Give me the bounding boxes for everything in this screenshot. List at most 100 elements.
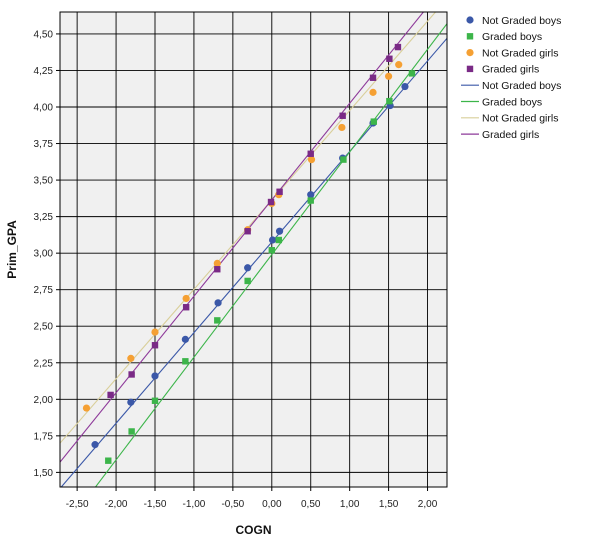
x-tick-label: 2,00 [418,499,438,510]
data-point [151,328,159,336]
legend-label: Not Graded girls [482,47,558,59]
data-point [82,404,91,412]
y-tick-label: 1,75 [34,431,54,442]
data-point [268,236,277,244]
data-point [395,61,403,69]
fit-line-graded-boys [94,23,447,487]
data-point [408,70,416,77]
x-axis-title: COGN [236,523,272,537]
data-point [182,358,189,365]
x-tick-label: -2,50 [66,499,89,510]
legend-square-swatch [466,65,474,73]
data-point [128,428,135,435]
data-point [151,397,159,404]
data-point [127,398,135,406]
legend-label: Not Graded boys [482,80,561,92]
y-tick-label: 4,25 [34,66,54,77]
fit-lines [60,12,447,487]
data-point [340,156,347,163]
data-point [214,317,221,324]
legend-label: Not Graded boys [482,15,561,27]
y-axis-ticks: 1,50 1,75 2,00 2,25 2,50 2,75 3,00 3,25 3,50 3,75… [34,29,60,479]
data-point [91,441,99,449]
data-point [307,191,315,199]
y-tick-label: 4,50 [34,29,54,40]
data-point [386,97,393,105]
data-point [267,198,275,206]
legend-circle-swatch [466,49,474,57]
data-point [307,150,314,157]
x-tick-label: -1,00 [183,499,206,510]
legend-label: Graded boys [482,31,542,43]
x-tick-label: -2,00 [105,499,128,510]
data-point [128,371,135,378]
y-tick-label: 3,50 [34,176,54,187]
data-points [82,43,416,464]
x-tick-label: 1,50 [379,499,399,510]
y-tick-label: 2,25 [34,358,54,369]
legend-label: Graded girls [482,129,539,141]
data-point [307,197,314,204]
y-axis-title: Prim_GPA [5,220,19,279]
fit-line-not-graded-girls [60,12,437,444]
data-point [182,294,190,303]
legend: Not Graded boys Graded boys Not Graded gir… [461,15,561,141]
legend-item: Not Graded girls [461,113,558,125]
legend-circle-swatch [466,16,474,24]
data-point [151,342,159,349]
data-point [370,118,378,125]
x-tick-label: 0,50 [301,499,321,510]
plot-area [60,12,447,487]
data-point [339,112,346,119]
series-graded-boys [105,70,416,464]
plot-frame [59,11,448,488]
legend-label: Graded girls [482,64,539,76]
data-point [401,82,409,91]
data-point [151,372,159,380]
legend-item: Graded boys [466,31,542,43]
legend-item: Not Graded boys [461,80,561,92]
legend-item: Not Graded girls [466,47,558,59]
legend-label: Not Graded girls [482,113,558,125]
y-tick-label: 3,25 [34,212,54,223]
data-point [244,228,251,235]
data-point [268,247,275,254]
x-tick-label: -1,50 [144,499,167,510]
data-point [181,335,189,343]
data-point [244,277,251,285]
data-point [127,354,135,362]
x-tick-label: 0,00 [262,499,282,510]
grid [60,12,447,487]
fit-line-not-graded-boys [60,37,447,487]
x-tick-label: 1,00 [340,499,360,510]
fit-line-graded-girls [60,12,425,463]
x-axis-ticks: -2,50 -2,00 -1,50 -1,00 -0,50 0,00 0,50 1,00 1,5… [66,487,438,510]
data-point [213,259,221,267]
data-point [369,74,377,81]
y-tick-label: 4,00 [34,103,54,114]
y-tick-label: 2,75 [34,285,54,296]
y-tick-label: 3,75 [34,139,54,150]
y-tick-label: 1,50 [34,468,54,479]
data-point [307,156,316,164]
data-point [276,188,283,195]
legend-item: Graded girls [466,64,539,76]
data-point [107,391,114,399]
data-point [214,299,222,307]
y-tick-label: 2,50 [34,322,54,333]
series-graded-girls [107,43,402,399]
data-point [384,72,393,80]
data-point [369,88,377,96]
data-point [214,266,221,273]
legend-label: Graded boys [482,96,542,108]
data-point [275,227,284,235]
y-tick-label: 3,00 [34,249,54,260]
data-point [386,55,393,62]
legend-square-swatch [466,33,474,40]
x-tick-label: -0,50 [221,499,244,510]
y-tick-label: 2,00 [34,395,54,406]
data-point [338,123,346,132]
data-point [105,457,112,464]
data-point [394,43,402,51]
